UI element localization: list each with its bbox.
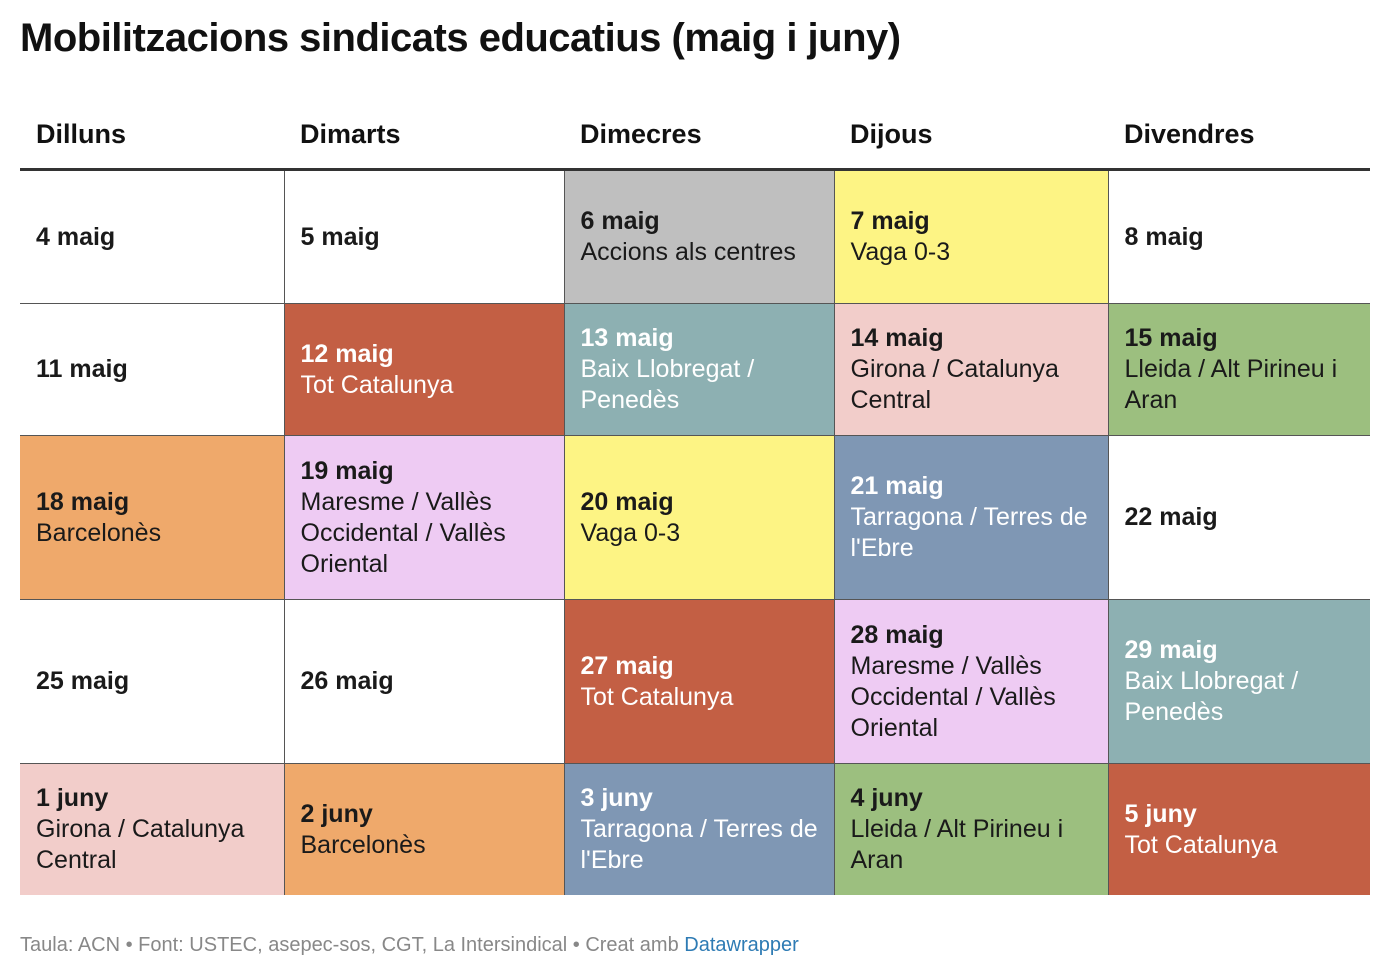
day-cell: 18 maig Barcelonès [20,435,284,600]
cell-date: 6 maig [580,207,660,235]
cell-desc: Tarragona / Terres de l'Ebre [580,815,818,874]
day-cell: 14 maig Girona / Catalunya Central [833,303,1108,436]
week-row: 25 maig 26 maig 27 maig Tot Catalunya 28 … [20,599,1370,764]
cell-date: 3 juny [580,784,653,812]
cell-date: 7 maig [850,207,930,235]
day-cell: 5 maig [283,169,564,304]
cell-desc: Maresme / Vallès Occidental / Vallès Ori… [300,487,506,578]
cell-desc: Tot Catalunya [580,682,734,711]
cell-date: 8 maig [1124,222,1204,251]
day-cell: 2 juny Barcelonès [283,763,564,895]
cell-desc: Vaga 0-3 [580,518,681,547]
cell-date: 14 maig [850,324,944,352]
day-cell: 1 juny Girona / Catalunya Central [20,763,284,895]
cell-date: 4 maig [36,222,116,251]
page-title: Mobilitzacions sindicats educatius (maig… [20,16,901,60]
day-cell: 15 maig Lleida / Alt Pirineu i Aran [1107,303,1370,436]
day-cell: 19 maig Maresme / Vallès Occidental / Val… [283,435,564,600]
cell-date: 29 maig [1124,636,1218,664]
footer-text: Taula: ACN • Font: USTEC, asepec-sos, CG… [20,934,685,956]
cell-date: 12 maig [300,339,394,368]
week-row: 18 maig Barcelonès 19 maig Maresme / Vallè… [20,435,1370,600]
cell-date: 11 maig [36,355,128,383]
cell-date: 27 maig [580,651,674,680]
day-cell: 8 maig [1107,169,1370,304]
cell-date: 4 juny [850,784,923,812]
day-cell: 11 maig [20,303,284,436]
day-cell: 25 maig [20,599,284,764]
day-cell: 21 maig Tarragona / Terres de l'Ebre [833,435,1108,600]
header-row: Dilluns Dimarts Dimecres Dijous Divendre… [20,100,1370,171]
day-cell: 29 maig Baix Llobregat / Penedès [1107,599,1370,764]
cell-date: 20 maig [580,487,674,516]
cell-desc: Girona / Catalunya Central [850,355,1059,414]
cell-date: 22 maig [1124,503,1218,531]
header-dijous: Dijous [834,100,1108,171]
cell-date: 5 maig [300,222,380,251]
week-row: 11 maig 12 maig Tot Catalunya 13 maig Baix… [20,303,1370,436]
day-cell: 6 maig Accions als centres [563,169,834,304]
header-divendres: Divendres [1108,100,1370,171]
cell-desc: Vaga 0-3 [850,238,951,266]
cell-desc: Lleida / Alt Pirineu i Aran [850,815,1064,874]
cell-desc: Accions als centres [580,238,796,266]
cell-desc: Tot Catalunya [300,370,454,399]
cell-date: 28 maig [850,620,944,649]
week-row: 1 juny Girona / Catalunya Central 2 juny B… [20,763,1370,895]
day-cell: 22 maig [1107,435,1370,600]
day-cell: 28 maig Maresme / Vallès Occidental / Val… [833,599,1108,764]
day-cell: 12 maig Tot Catalunya [283,303,564,436]
day-cell: 4 maig [20,169,284,304]
cell-desc: Lleida / Alt Pirineu i Aran [1124,355,1338,414]
cell-desc: Tot Catalunya [1124,830,1278,859]
cell-date: 18 maig [36,487,130,516]
cell-desc: Barcelonès [300,830,426,859]
cell-desc: Maresme / Vallès Occidental / Vallès Ori… [850,651,1056,742]
cell-date: 13 maig [580,324,674,352]
cell-desc: Girona / Catalunya Central [36,815,245,874]
cell-date: 25 maig [36,667,130,695]
calendar-table: Dilluns Dimarts Dimecres Dijous Divendre… [20,100,1370,895]
day-cell: 3 juny Tarragona / Terres de l'Ebre [563,763,834,895]
cell-desc: Baix Llobregat / Penedès [1124,667,1299,726]
day-cell: 5 juny Tot Catalunya [1107,763,1370,895]
day-cell: 26 maig [283,599,564,764]
cell-desc: Tarragona / Terres de l'Ebre [850,503,1088,562]
header-dilluns: Dilluns [20,100,284,171]
day-cell: 7 maig Vaga 0-3 [833,169,1108,304]
datawrapper-link[interactable]: Datawrapper [684,934,799,956]
day-cell: 27 maig Tot Catalunya [563,599,834,764]
cell-date: 26 maig [300,667,394,695]
footer-credits: Taula: ACN • Font: USTEC, asepec-sos, CG… [20,934,799,957]
cell-desc: Barcelonès [36,518,162,547]
header-dimarts: Dimarts [284,100,564,171]
day-cell: 4 juny Lleida / Alt Pirineu i Aran [833,763,1108,895]
cell-date: 5 juny [1124,799,1197,828]
cell-date: 1 juny [36,784,109,812]
cell-date: 15 maig [1124,324,1218,352]
cell-date: 19 maig [300,456,394,485]
cell-date: 21 maig [850,472,944,500]
week-row: 4 maig 5 maig 6 maig Accions als centres … [20,169,1370,304]
header-dimecres: Dimecres [564,100,834,171]
cell-date: 2 juny [300,799,373,828]
cell-desc: Baix Llobregat / Penedès [580,355,755,414]
day-cell: 13 maig Baix Llobregat / Penedès [563,303,834,436]
day-cell: 20 maig Vaga 0-3 [563,435,834,600]
